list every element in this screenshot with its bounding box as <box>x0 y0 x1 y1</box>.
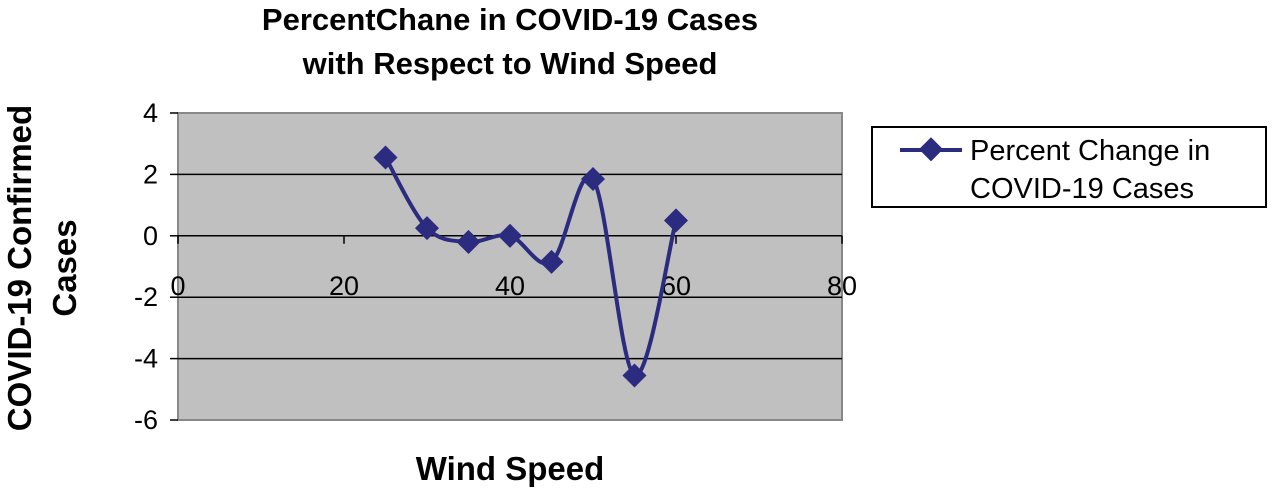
x-tick-label: 0 <box>170 271 185 301</box>
legend-label-line1: Percent Change in <box>970 135 1210 167</box>
chart-title-line1: PercentChane in COVID-19 Cases <box>262 2 758 37</box>
x-axis-title: Wind Speed <box>416 450 605 487</box>
x-tick-label: 20 <box>329 271 359 301</box>
data-point-marker <box>414 216 440 241</box>
legend-label-line2: COVID-19 Cases <box>970 173 1194 205</box>
data-point-marker <box>539 249 564 274</box>
y-tick-label: -6 <box>134 405 158 435</box>
chart-title-line2: with Respect to Wind Speed <box>302 46 718 81</box>
y-axis-title-line2: Cases <box>46 219 83 316</box>
y-tick-label: 2 <box>143 159 158 189</box>
x-tick-label: 80 <box>827 271 857 301</box>
y-tick-label: -4 <box>134 344 158 374</box>
data-point-marker <box>456 229 481 254</box>
y-axis-title-line1: COVID-19 Confirmed <box>1 105 38 431</box>
y-axis-ticks: 4 2 0 -2 -4 -6 <box>134 98 178 435</box>
y-tick-label: 0 <box>143 221 158 251</box>
y-tick-label: 4 <box>143 98 158 128</box>
data-point-marker <box>373 145 398 170</box>
x-axis-ticks: 0 20 40 60 80 <box>170 271 857 301</box>
x-tick-label: 40 <box>495 271 525 301</box>
legend: Percent Change in COVID-19 Cases <box>871 126 1267 208</box>
legend-box <box>871 126 1267 208</box>
y-tick-label: -2 <box>134 282 158 312</box>
plot-area <box>177 112 843 421</box>
